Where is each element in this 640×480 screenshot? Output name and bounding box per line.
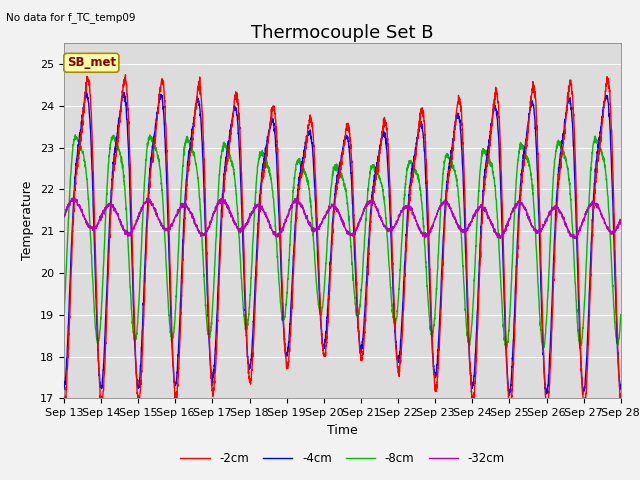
-32cm [617, 219, 625, 225]
-4cm [124, 132, 132, 137]
-4cm [547, 343, 554, 348]
-8cm [539, 347, 547, 353]
-32cm [274, 234, 282, 240]
Line: -8cm: -8cm [64, 135, 621, 350]
-2cm [122, 72, 129, 78]
-2cm [274, 147, 282, 153]
-8cm [547, 239, 554, 244]
-2cm [124, 100, 132, 106]
Text: No data for f_TC_temp09: No data for f_TC_temp09 [6, 12, 136, 23]
-2cm [617, 403, 625, 408]
-32cm [298, 204, 306, 210]
-32cm [497, 236, 504, 241]
-8cm [72, 132, 79, 138]
-4cm [505, 392, 513, 398]
Line: -2cm: -2cm [64, 75, 621, 408]
-8cm [124, 234, 132, 240]
-8cm [298, 163, 306, 169]
Text: SB_met: SB_met [67, 56, 116, 69]
-4cm [157, 94, 164, 100]
-2cm [580, 405, 588, 411]
X-axis label: Time: Time [327, 424, 358, 437]
-2cm [60, 401, 68, 407]
-4cm [298, 163, 306, 168]
-4cm [83, 89, 90, 95]
Line: -32cm: -32cm [64, 197, 621, 239]
Legend: -2cm, -4cm, -8cm, -32cm: -2cm, -4cm, -8cm, -32cm [175, 447, 509, 469]
-4cm [274, 181, 282, 187]
-32cm [547, 210, 554, 216]
-4cm [606, 128, 614, 133]
-2cm [298, 170, 306, 176]
-32cm [124, 233, 132, 239]
-2cm [157, 84, 164, 90]
-8cm [60, 311, 68, 317]
-8cm [274, 259, 282, 264]
Y-axis label: Temperature: Temperature [22, 181, 35, 261]
-4cm [617, 385, 625, 391]
-2cm [606, 102, 614, 108]
Line: -4cm: -4cm [64, 92, 621, 395]
-32cm [606, 228, 614, 233]
-8cm [157, 173, 164, 179]
Title: Thermocouple Set B: Thermocouple Set B [251, 24, 434, 42]
-32cm [70, 194, 77, 200]
-32cm [60, 214, 68, 220]
-8cm [617, 312, 625, 317]
-4cm [60, 386, 68, 392]
-2cm [546, 367, 554, 373]
-8cm [606, 235, 614, 240]
-32cm [157, 219, 164, 225]
